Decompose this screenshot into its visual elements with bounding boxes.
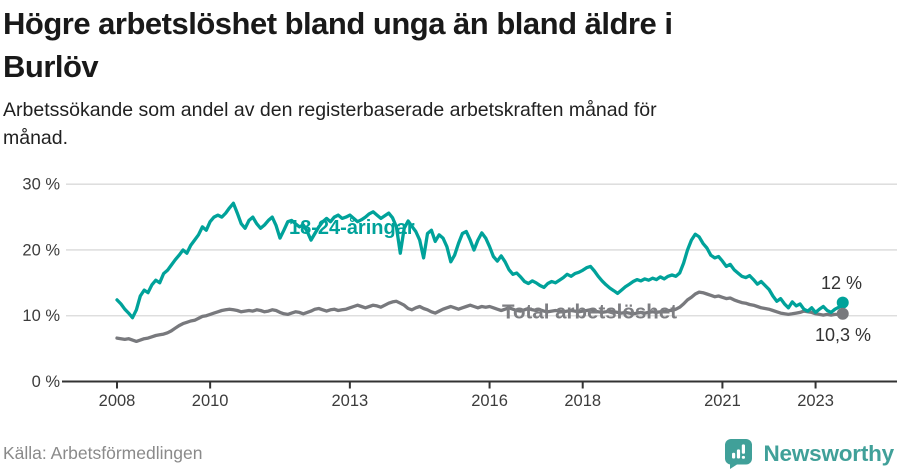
end-value-label-young: 12 % [821, 273, 862, 293]
y-tick-label: 0 % [32, 373, 61, 391]
x-tick-label: 2023 [797, 392, 834, 410]
page-title-line-2: Burlöv [3, 49, 99, 84]
chart-subtitle-line-1: Arbetssökande som andel av den registerb… [3, 99, 657, 121]
end-value-label-total: 10,3 % [815, 325, 871, 345]
chart-area: 0 % 10 % 20 % 30 % 2008 2010 2013 2016 2018 2021 2… [0, 165, 900, 474]
chart-subtitle: Arbetssökande som andel av den registerb… [3, 97, 883, 152]
x-tick-label: 2021 [704, 392, 741, 410]
series-line-young [115, 201, 845, 320]
y-tick-label: 10 % [22, 307, 60, 325]
newsworthy-logo: Newsworthy [724, 438, 894, 470]
series-line-total [115, 290, 845, 344]
x-tick-label: 2018 [564, 392, 601, 410]
x-tick-label: 2016 [471, 392, 508, 410]
y-tick-label: 20 % [22, 241, 60, 259]
x-tick-label: 2008 [99, 392, 136, 410]
x-tick-label: 2010 [192, 392, 229, 410]
series-label-young: 18-24-åringar [289, 216, 415, 239]
page-title-line-1: Högre arbetslöshet bland unga än bland ä… [3, 6, 673, 41]
chart-subtitle-line-2: månad. [3, 126, 69, 149]
newsworthy-wordmark: Newsworthy [763, 441, 894, 466]
newsworthy-icon [725, 439, 753, 469]
series-end-dot-total [836, 307, 849, 320]
x-tick-label: 2013 [331, 392, 368, 410]
y-tick-label: 30 % [22, 176, 60, 194]
series-label-total: Total arbetslöshet [502, 301, 677, 324]
series-end-dot-young [836, 296, 849, 309]
source-note: Källa: Arbetsförmedlingen [3, 443, 203, 463]
unemployment-line-chart: 0 % 10 % 20 % 30 % 2008 2010 2013 2016 2018 2021 2… [22, 176, 897, 410]
page-title: Högre arbetslöshet bland unga än bland ä… [3, 2, 893, 88]
